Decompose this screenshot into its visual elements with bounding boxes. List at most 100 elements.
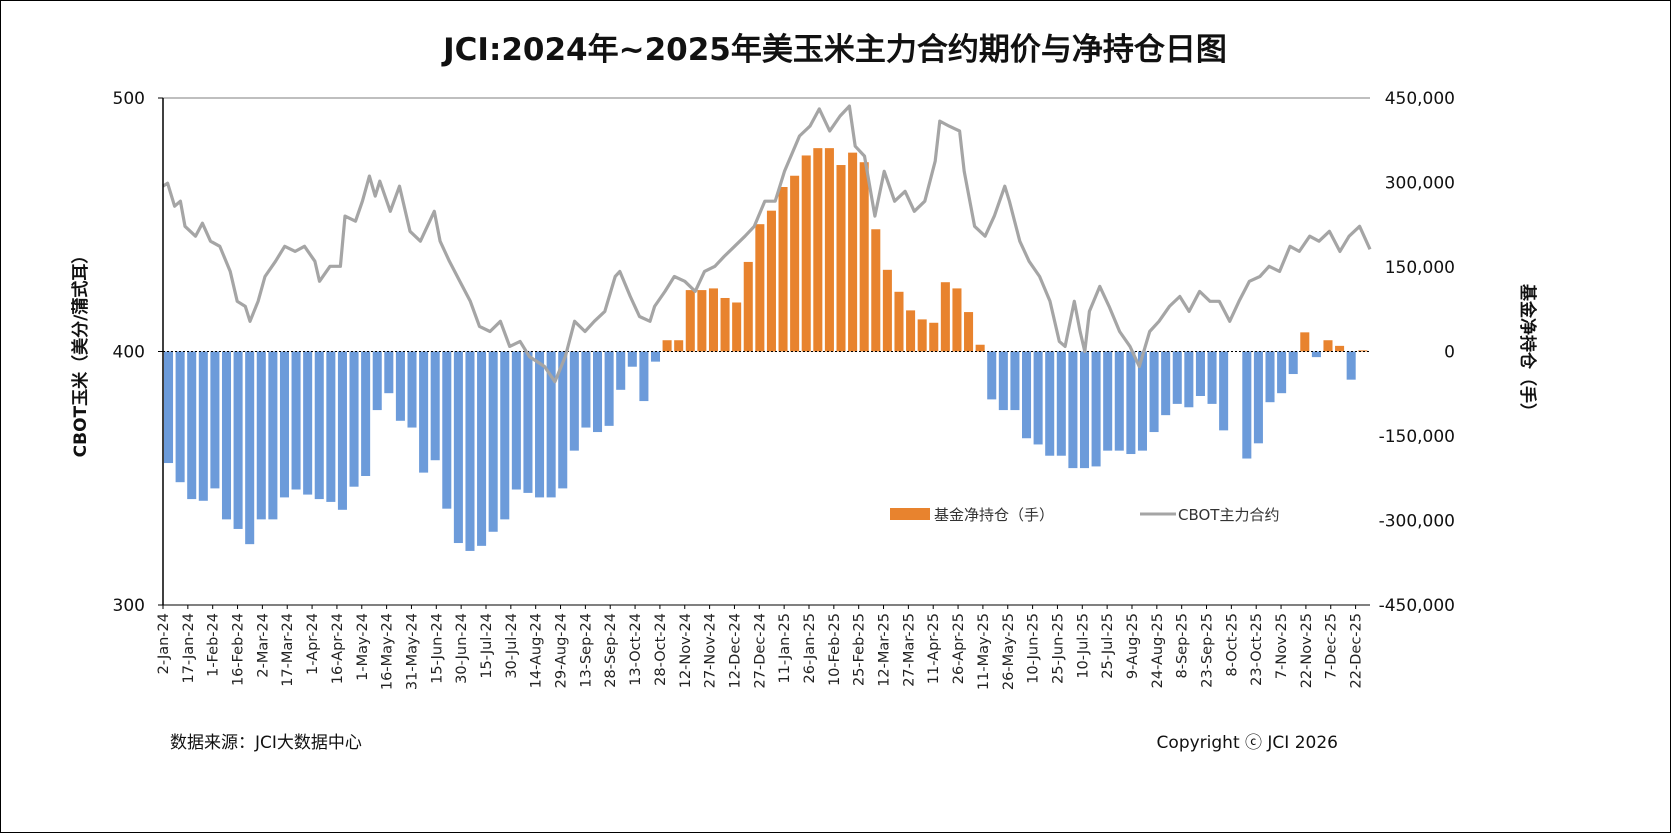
bar-net-position — [778, 187, 788, 352]
x-tick-label: 28-Sep-24 — [603, 613, 619, 688]
x-tick-label: 25-Jul-25 — [1100, 613, 1116, 679]
x-tick-label: 30-Jun-24 — [454, 613, 470, 684]
bar-net-position — [743, 261, 753, 352]
bar-net-position — [1091, 351, 1101, 467]
right-tick-label: -450,000 — [1379, 596, 1455, 616]
x-tick-label: 10-Feb-25 — [827, 613, 843, 686]
bar-net-position — [1033, 351, 1043, 445]
bar-net-position — [535, 351, 545, 498]
x-tick-label: 2-Mar-24 — [255, 613, 271, 678]
bar-net-position — [732, 302, 742, 352]
bar-net-position — [198, 351, 208, 501]
bar-net-position — [813, 148, 823, 352]
bar-net-position — [558, 351, 568, 489]
bar-net-position — [1056, 351, 1066, 456]
bar-net-position — [1346, 351, 1356, 380]
left-tick-label: 500 — [113, 89, 145, 109]
x-tick-label: 15-Jun-24 — [429, 613, 445, 684]
left-tick-label: 300 — [113, 596, 145, 616]
bar-net-position — [546, 351, 556, 498]
bar-net-position — [987, 351, 997, 400]
right-tick-label: -300,000 — [1379, 512, 1455, 532]
bar-net-position — [801, 155, 811, 352]
x-tick-label: 17-Jan-24 — [181, 613, 197, 684]
x-tick-label: 23-Sep-25 — [1200, 613, 1216, 688]
x-tick-label: 16-May-24 — [380, 613, 396, 690]
x-tick-label: 12-Nov-24 — [678, 613, 694, 688]
bar-net-position — [477, 351, 487, 546]
x-tick-label: 13-Oct-24 — [628, 613, 644, 686]
price-line — [162, 104, 1372, 384]
legend-line-label: CBOT主力合约 — [1178, 506, 1279, 524]
bar-net-position — [1126, 351, 1136, 455]
bar-net-position — [952, 288, 962, 352]
right-tick-label: -150,000 — [1379, 427, 1455, 447]
right-tick-label: 450,000 — [1385, 89, 1455, 109]
legend-bar-swatch — [890, 508, 930, 520]
bar-net-position — [442, 351, 452, 509]
bar-net-position — [187, 351, 197, 500]
x-tick-label: 15-Jul-24 — [479, 613, 495, 679]
bar-net-position — [361, 351, 371, 476]
copyright: Copyright ⓒ JCI 2026 — [1157, 733, 1338, 753]
bar-net-position — [1242, 351, 1252, 459]
bar-net-position — [164, 351, 174, 464]
x-tick-label: 24-Aug-25 — [1150, 613, 1166, 688]
x-tick-label: 26-Apr-25 — [951, 613, 967, 684]
bar-net-position — [998, 351, 1008, 411]
x-tick-label: 17-Mar-24 — [280, 613, 296, 687]
x-tick-label: 12-Dec-24 — [727, 613, 743, 688]
x-tick-label: 29-Aug-24 — [554, 613, 570, 688]
right-tick-label: 150,000 — [1385, 258, 1455, 278]
right-tick-label: 300,000 — [1385, 174, 1455, 194]
left-tick-label: 400 — [113, 343, 145, 363]
bar-net-position — [1114, 351, 1124, 451]
bar-net-position — [1195, 351, 1205, 397]
bar-net-position — [929, 322, 939, 352]
bar-net-position — [650, 351, 661, 362]
x-tick-label: 22-Nov-25 — [1299, 613, 1315, 688]
x-tick-label: 27-Nov-24 — [703, 613, 719, 688]
bar-net-position — [221, 351, 232, 520]
bar-net-position — [917, 319, 927, 352]
x-tick-label: 10-Jul-25 — [1075, 613, 1091, 679]
x-tick-label: 28-Oct-24 — [653, 613, 669, 686]
x-tick-label: 25-Jun-25 — [1050, 613, 1066, 684]
bar-net-position — [279, 351, 289, 498]
bar-net-position — [1022, 351, 1032, 439]
bar-net-position — [1103, 351, 1113, 451]
bar-net-position — [1358, 350, 1368, 352]
bar-net-position — [500, 351, 510, 520]
bar-net-position — [337, 351, 347, 510]
bar-net-position — [708, 288, 718, 352]
x-tick-label: 2-Jan-24 — [156, 613, 172, 674]
bar-net-position — [210, 351, 220, 489]
bar-net-position — [848, 152, 858, 352]
bar-net-position — [859, 162, 869, 352]
bar-net-position — [639, 351, 649, 402]
bar-net-position — [511, 351, 521, 490]
bar-net-position — [233, 351, 243, 529]
bar-net-position — [256, 351, 266, 520]
bar-net-position — [766, 210, 776, 352]
bar-net-position — [581, 351, 591, 428]
x-tick-label: 16-Apr-24 — [330, 613, 346, 684]
x-tick-label: 26-Jan-25 — [802, 613, 818, 684]
x-tick-label: 31-May-24 — [404, 613, 420, 690]
x-tick-label: 27-Mar-25 — [901, 613, 917, 687]
x-tick-label: 7-Nov-25 — [1274, 613, 1290, 679]
x-tick-label: 8-Sep-25 — [1175, 613, 1191, 678]
right-tick-label: 0 — [1444, 343, 1455, 363]
bar-net-position — [245, 351, 255, 545]
bar-net-position — [964, 312, 974, 352]
chart-title: JCI:2024年~2025年美玉米主力合约期价与净持仓日图 — [441, 32, 1227, 68]
bar-net-position — [697, 290, 707, 352]
x-tick-label: 12-Mar-25 — [877, 613, 893, 687]
x-tick-label: 11-Jan-25 — [777, 613, 793, 684]
x-tick-label: 9-Aug-25 — [1125, 613, 1141, 679]
bar-net-position — [1079, 351, 1090, 469]
x-tick-label: 25-Feb-25 — [852, 613, 868, 686]
bar-net-position — [384, 351, 394, 394]
bar-net-position — [790, 175, 800, 352]
